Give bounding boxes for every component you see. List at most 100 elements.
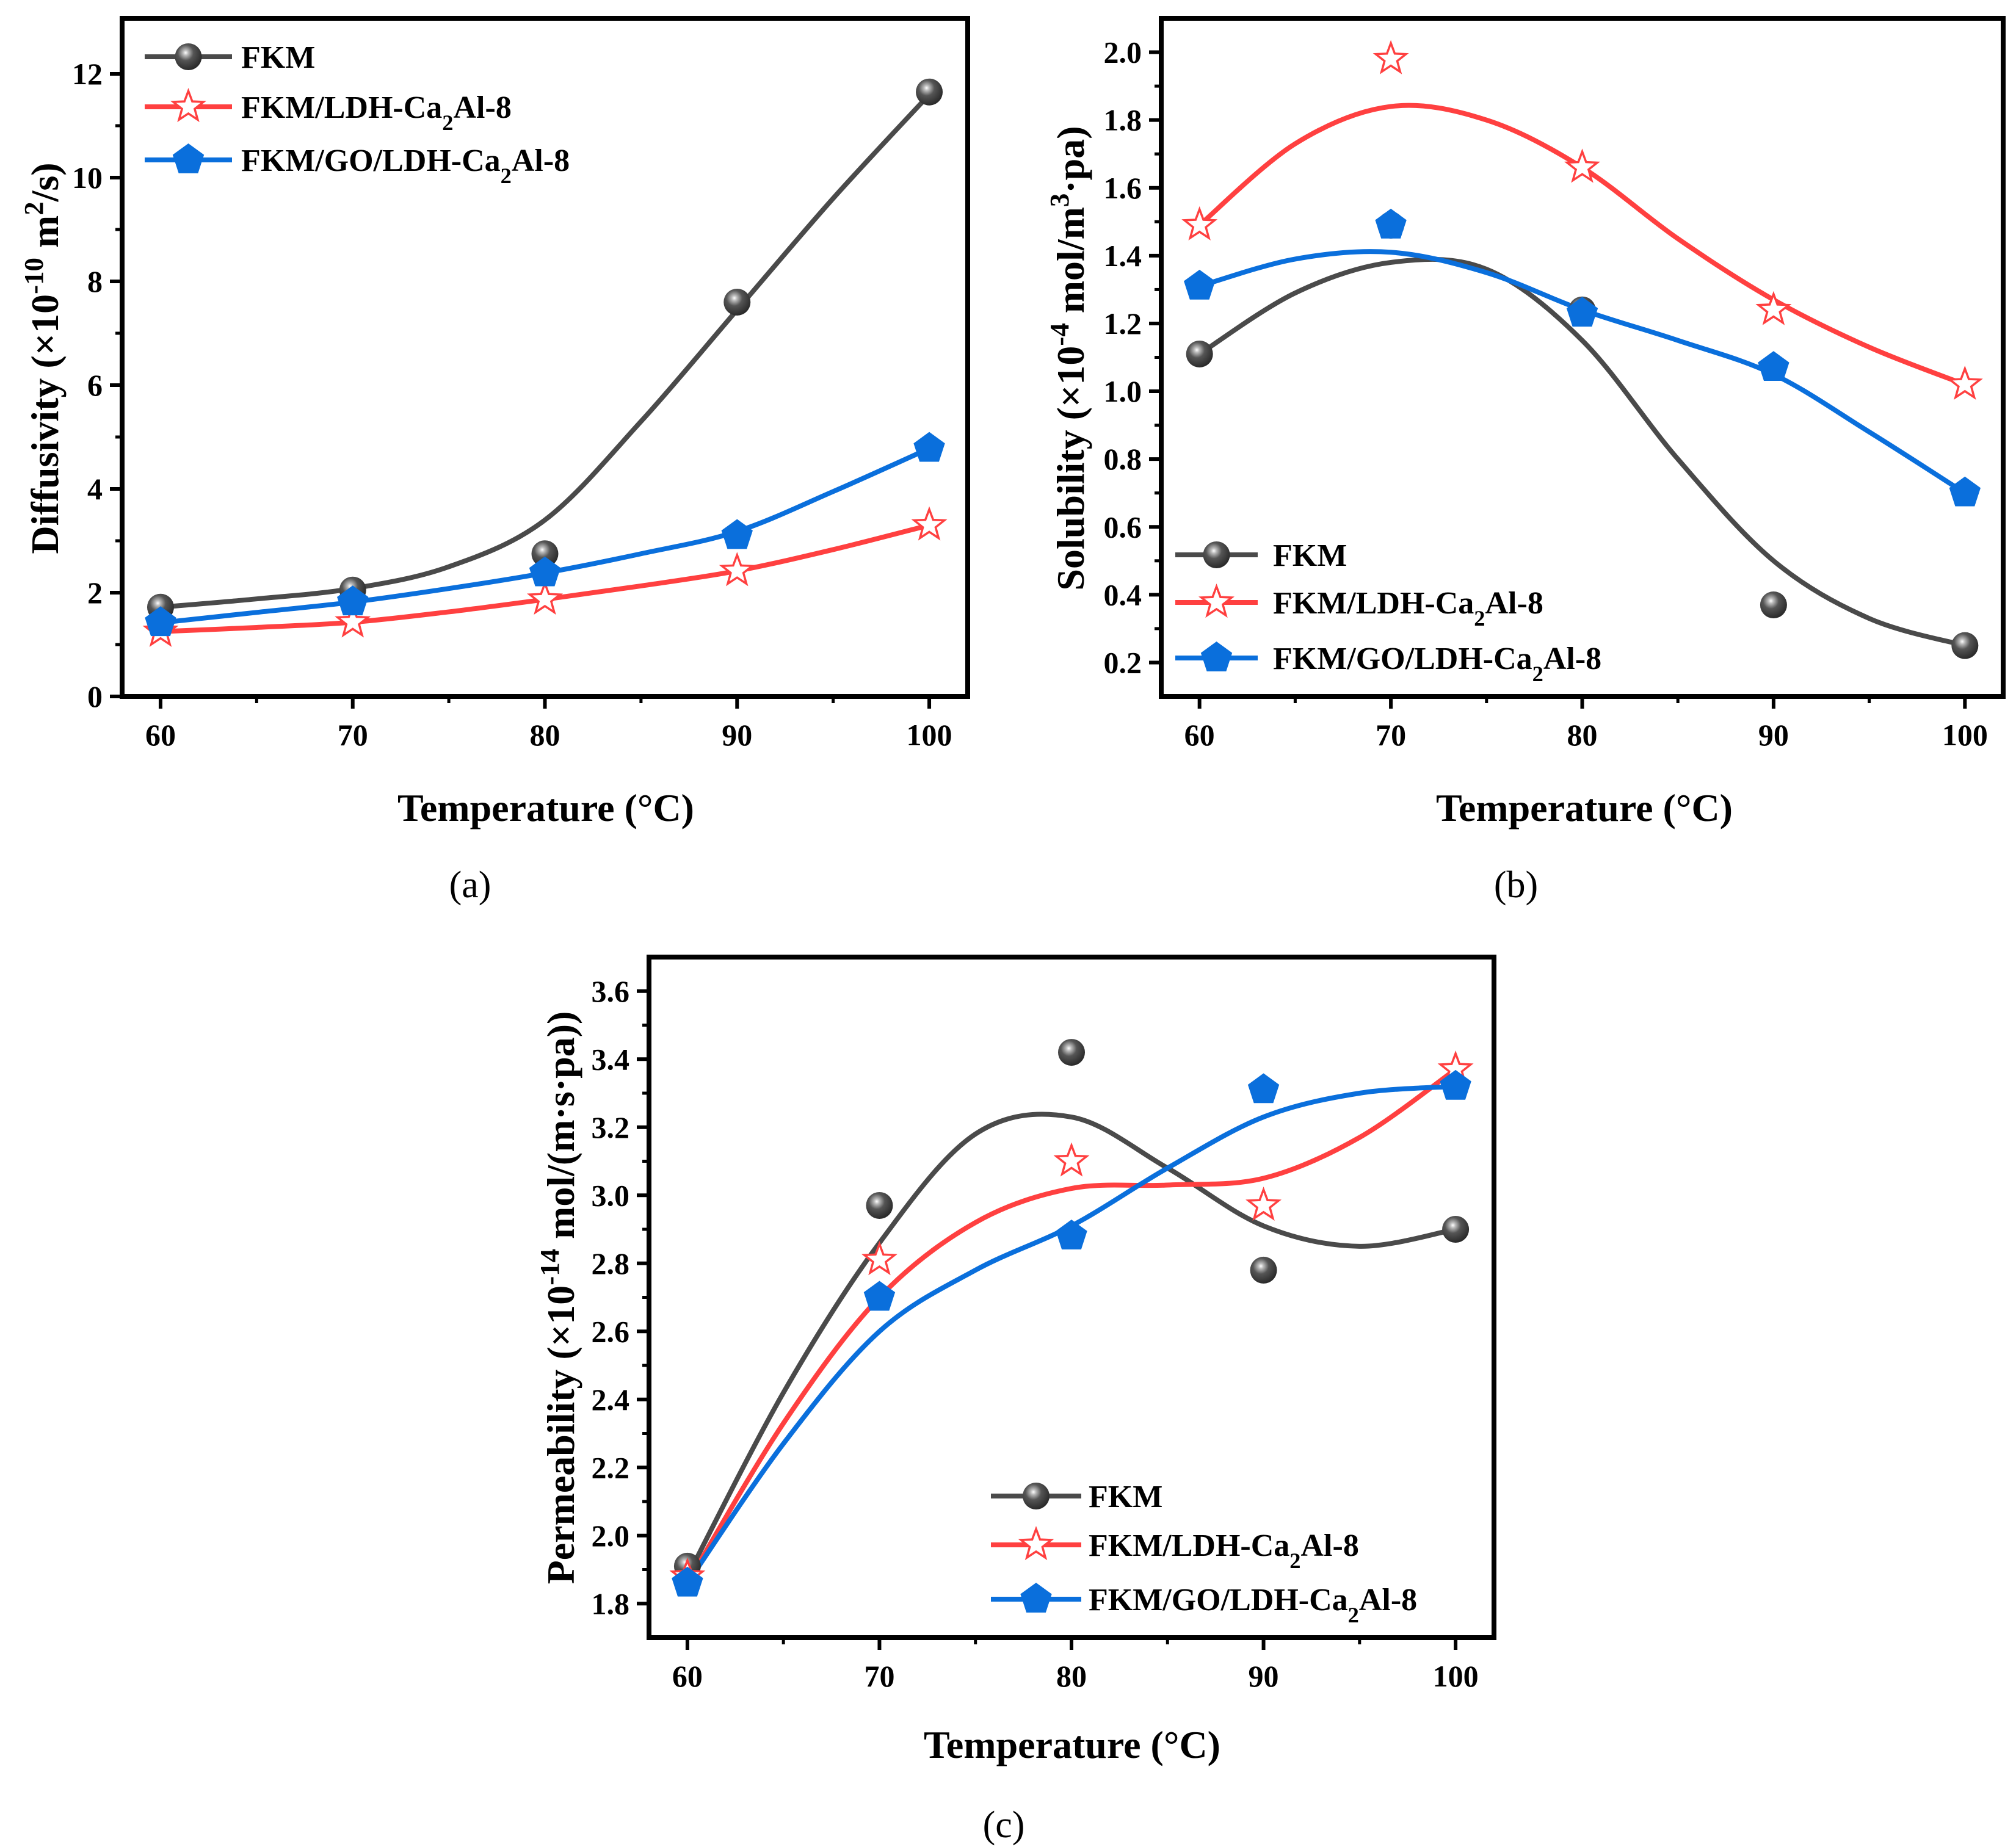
x-tick-label: 90 [1249,1659,1279,1693]
star-marker [1755,291,1792,325]
superscript: -10 [18,258,49,294]
pentagon-marker [529,556,561,587]
legend-item: FKM/GO/LDH-Ca2Al-8 [145,143,570,188]
fit-line [684,1111,1459,1579]
y-tick-label: 1.2 [1104,306,1142,341]
y-axis-title: Diffusivity (×10-10 m2/s) [18,162,67,554]
markers-fkm [673,1039,1470,1580]
pentagon-marker [172,143,205,173]
legend-label: FKM [1089,1480,1162,1514]
subscript: 2 [501,164,512,188]
sphere-marker [1023,1483,1050,1509]
sphere-marker [1760,591,1787,619]
x-tick-label: 70 [1376,718,1406,752]
legend-text-segment: Al-8 [1301,1528,1359,1563]
sphere-marker [531,540,559,568]
pentagon-marker [1020,1583,1052,1613]
markers-go [672,1069,1471,1597]
x-tick-label: 60 [1184,718,1215,752]
series-ldh [684,1066,1459,1586]
y-tick-label: 6 [87,368,103,402]
y-tick-label: 2.8 [592,1246,630,1281]
pentagon-marker [337,585,369,616]
y-axis-title: Permeability (×10-14 mol/(m·s·pa)) [534,1011,582,1585]
pentagon-marker [1247,1073,1280,1104]
subscript: 2 [1289,1549,1300,1573]
superscript: -14 [534,1249,565,1285]
chart-panel-c: 60 70 80 90 100 1.8 2.0 2.2 2.4 2.6 2.8 3.0 3.2 3.4 3.… [534,955,1496,1846]
fit-line [1197,249,1968,496]
fit-line [684,1083,1459,1586]
panel-label: (a) [449,864,491,906]
subscript: 2 [1348,1603,1359,1627]
fit-line [684,1066,1459,1586]
x-tick-label: 90 [1758,718,1789,752]
x-tick-label: 100 [907,718,952,752]
markers-ldh [1181,40,1983,400]
legend-text-segment: FKM/GO/LDH-Ca [1089,1583,1348,1617]
chart-panel-a: 60 70 80 90 100 0 2 4 6 8 10 12 Temperature (°C) Diff… [18,16,970,906]
legend-text-segment: FKM [241,40,315,75]
x-axis-title: Temperature (°C) [924,1723,1220,1766]
x-tick-label: 80 [1056,1659,1087,1693]
sphere-marker [723,288,751,316]
legend-text-segment: Al-8 [1543,642,1601,676]
legend-item: FKM [145,40,315,75]
label-segment: mol/(m·s·pa)) [539,1011,582,1249]
legend-label: FKM/GO/LDH-Ca2Al-8 [1273,642,1601,686]
x-tick-label: 80 [1567,718,1598,752]
legend-label: FKM [241,40,315,75]
legend-label: FKM [1273,538,1347,573]
legend-item: FKM/GO/LDH-Ca2Al-8 [991,1583,1417,1627]
star-marker [1372,40,1409,74]
star-marker [1564,148,1600,183]
pentagon-marker [145,606,176,637]
y-tick-label: 1.0 [1104,374,1142,408]
legend-text-segment: FKM/GO/LDH-Ca [241,143,501,178]
legend-label: FKM/GO/LDH-Ca2Al-8 [241,143,570,188]
y-tick-label: 3.6 [592,974,630,1008]
y-tick-label: 2.6 [592,1314,630,1348]
legend-item: FKM [1175,538,1347,573]
sphere-marker [1058,1039,1085,1066]
subscript: 2 [1532,662,1543,686]
pentagon-marker [1375,208,1407,239]
y-tick-label: 1.8 [592,1586,630,1621]
star-marker [719,552,755,587]
pentagon-marker [1440,1069,1471,1100]
subscript: 2 [1474,606,1485,631]
y-tick-label: 0.4 [1104,577,1142,612]
y-tick-label: 1.4 [1104,239,1142,273]
y-tick-label: 2.0 [592,1519,630,1553]
label-segment: Solubility (×10 [1049,346,1092,591]
y-tick-label: 1.8 [1104,103,1142,137]
x-tick-label: 90 [722,718,752,752]
y-tick-label: 0 [87,679,103,714]
sphere-marker [1203,541,1230,568]
x-axis-title: Temperature (°C) [397,786,694,830]
legend-text-segment: FKM [1273,538,1347,573]
y-tick-label: 8 [87,264,103,298]
markers-ldh [669,1050,1474,1592]
legend-item: FKM [991,1480,1162,1514]
legend-text-segment: Al-8 [454,90,512,125]
subscript: 2 [442,110,453,135]
series-go [684,1083,1459,1586]
pentagon-marker [1758,351,1789,381]
legend-text-segment: FKM/LDH-Ca [1089,1528,1289,1563]
star-marker [1181,206,1218,240]
markers-go [145,432,945,637]
star-marker [335,603,371,638]
panel-label: (c) [983,1804,1025,1846]
y-tick-label: 4 [87,472,103,506]
star-marker [861,1241,897,1276]
sphere-marker [916,78,943,106]
label-segment: ·pa) [1049,126,1092,193]
sphere-marker [1250,1256,1277,1284]
star-marker [1053,1142,1090,1177]
fit-line [158,92,932,610]
legend-label: FKM/LDH-Ca2Al-8 [1089,1528,1359,1573]
series-fkm [158,92,932,610]
